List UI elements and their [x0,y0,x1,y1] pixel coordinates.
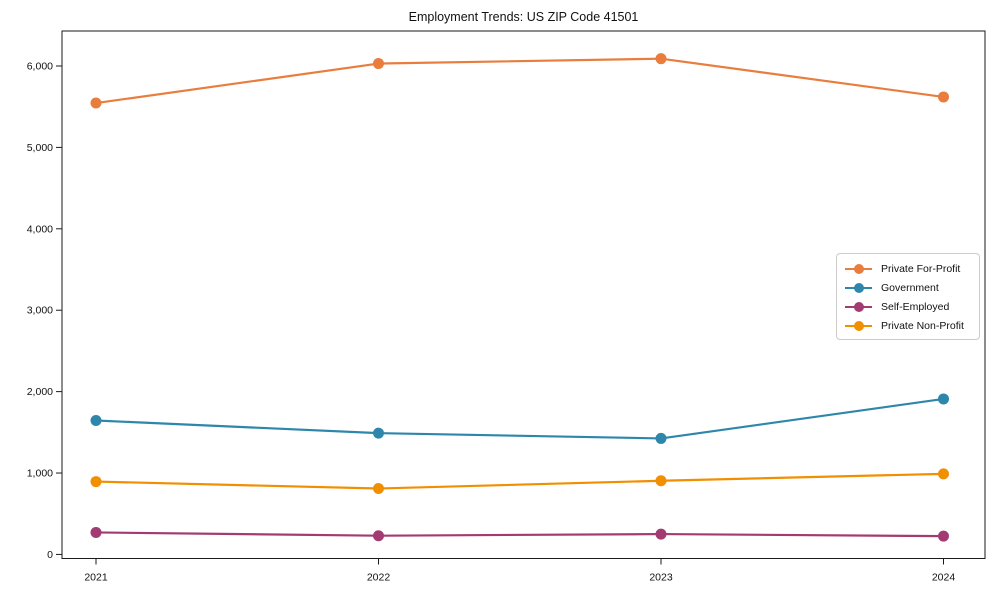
x-axis-tick-label: 2024 [932,572,956,584]
series-line-private-non-profit [94,472,945,490]
y-axis-tick-label: 5,000 [27,142,53,154]
legend-line-marker-icon [845,263,872,274]
legend-line-marker-icon [845,282,872,293]
x-axis-tick-label: 2021 [84,572,108,584]
data-point-government-2022 [373,427,384,439]
data-point-government-2023 [655,432,667,444]
data-point-self-employed-2021 [90,526,102,538]
data-point-private-non-profit-2024 [938,468,949,480]
data-point-government-2024 [938,393,949,405]
data-point-private-non-profit-2021 [90,476,102,488]
legend-item-government: Government [845,278,971,297]
x-axis-tick-label: 2023 [649,572,673,584]
data-point-private-for-profit-2021 [90,97,102,109]
legend-label: Private Non-Profit [881,319,964,332]
legend-line-marker-icon [845,301,872,312]
y-axis-tick-label: 6,000 [27,61,53,73]
data-point-self-employed-2024 [938,530,949,542]
series-line-self-employed [94,531,945,538]
series-line-private-for-profit [94,57,945,105]
legend-line-marker-icon [845,320,872,331]
legend-label: Private For-Profit [881,262,961,275]
data-point-self-employed-2023 [655,528,667,540]
legend-item-private-for-profit: Private For-Profit [845,259,971,278]
data-point-self-employed-2022 [373,530,384,542]
data-point-private-for-profit-2022 [373,58,384,70]
y-axis-tick-label: 2,000 [27,386,53,398]
data-point-private-non-profit-2022 [373,482,384,494]
data-point-private-for-profit-2023 [655,53,667,65]
y-axis-tick-label: 4,000 [27,223,53,235]
y-axis-tick-label: 3,000 [27,305,53,317]
legend-item-private-non-profit: Private Non-Profit [845,316,971,335]
y-axis-tick-label: 1,000 [27,468,53,480]
chart-legend: Private For-Profit Government Self-Employe… [836,253,980,340]
data-point-government-2021 [90,415,102,427]
axes-frame [61,30,986,559]
y-axis-tick-label: 0 [47,549,53,561]
series-line-government [94,397,945,440]
x-axis-tick-label: 2022 [367,572,391,584]
data-point-private-for-profit-2024 [938,91,949,103]
chart-title: Employment Trends: US ZIP Code 41501 [408,10,639,24]
legend-label: Self-Employed [881,300,950,313]
legend-label: Government [881,281,939,294]
legend-item-self-employed: Self-Employed [845,297,971,316]
data-point-private-non-profit-2023 [655,475,667,487]
